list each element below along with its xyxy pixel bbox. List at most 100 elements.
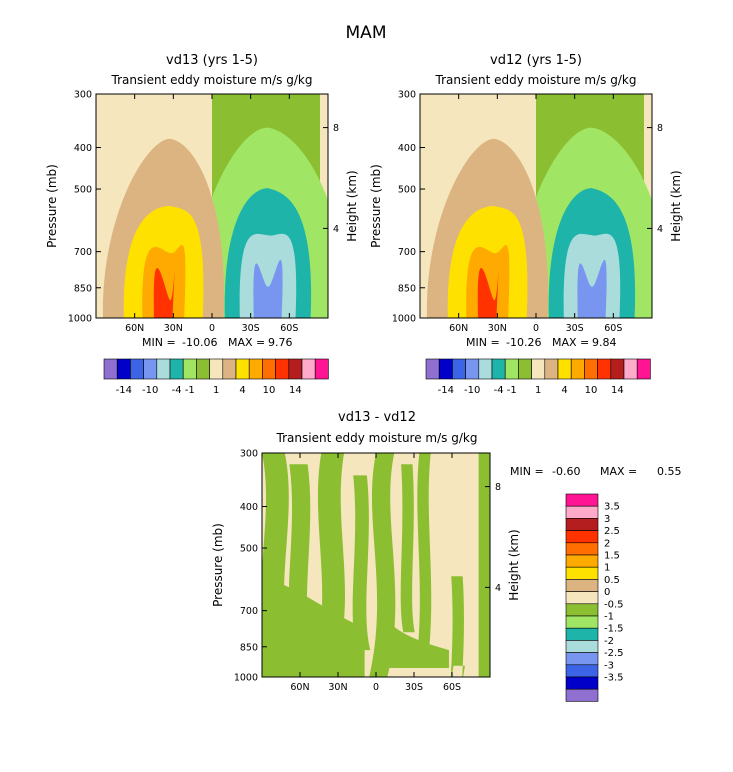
super-title: MAM — [346, 23, 387, 43]
colorbar-label: -10 — [142, 385, 158, 396]
colorbar-cell — [275, 358, 290, 380]
x-tick-label: 0 — [373, 682, 379, 693]
y-tick-label: 700 — [74, 247, 92, 258]
contour-band-pos-3 — [466, 245, 510, 318]
colorbar-cell — [565, 676, 599, 690]
y-axis-title-right: Height (km) — [507, 529, 521, 600]
colorbar-label: -3 — [604, 660, 614, 671]
colorbar-label: -1.5 — [604, 624, 624, 635]
negative-difference-streak — [369, 453, 396, 677]
colorbar-cell — [597, 358, 612, 380]
x-tick-label: 30N — [328, 682, 347, 693]
colorbar-cell — [565, 493, 599, 507]
contour-band-neg-4 — [253, 259, 283, 318]
y-tick-label: 850 — [240, 642, 258, 653]
colorbar-cell — [103, 358, 118, 380]
y-tick-label: 400 — [74, 143, 92, 154]
y-tick-label: 500 — [240, 544, 258, 555]
colorbar-cell — [504, 358, 519, 380]
min-value: -10.06 — [182, 336, 217, 349]
right-tick-label: 8 — [657, 123, 663, 134]
x-tick-label: 30N — [488, 323, 507, 334]
x-tick-label: 60S — [280, 323, 298, 334]
colorbar-cell — [565, 688, 599, 702]
colorbar-cell — [301, 358, 316, 380]
colorbar-cell — [288, 358, 303, 380]
colorbar-label: 4 — [239, 385, 245, 396]
colorbar-label: 0.5 — [604, 575, 620, 586]
colorbar-label: 1 — [213, 385, 219, 396]
y-tick-label: 700 — [240, 606, 258, 617]
min-value: -10.26 — [506, 336, 541, 349]
x-tick-label: 0 — [533, 323, 539, 334]
right-tick-label: 4 — [333, 224, 339, 235]
colorbar-label: -14 — [438, 385, 454, 396]
colorbar-label: -14 — [116, 385, 132, 396]
colorbar-label: 2 — [604, 538, 610, 549]
y-tick-label: 850 — [74, 283, 92, 294]
y-tick-label: 1000 — [392, 314, 416, 325]
max-label: MAX = — [552, 336, 589, 349]
chart-panel-0: vd13 (yrs 1-5) Transient eddy moisture m/… — [45, 53, 359, 396]
colorbar-cell — [565, 505, 599, 519]
colorbar-label: -1 — [507, 385, 517, 396]
x-tick-label: 60N — [290, 682, 309, 693]
min-label: MIN = — [510, 465, 544, 478]
plot-area — [262, 453, 490, 677]
colorbar-label: 1 — [535, 385, 541, 396]
y-tick-label: 500 — [398, 185, 416, 196]
colorbar-cell — [544, 358, 559, 380]
negative-difference-streak — [450, 576, 465, 677]
colorbar-cell — [130, 358, 144, 380]
y-tick-label: 1000 — [68, 314, 92, 325]
colorbar-cell — [531, 358, 546, 380]
y-axis-title: Pressure (mb) — [369, 164, 383, 248]
y-tick-label: 1000 — [234, 673, 258, 684]
colorbar-cell — [209, 358, 224, 380]
max-value: 9.76 — [268, 336, 293, 349]
contour-band-pos-4 — [477, 264, 499, 318]
colorbar-cell — [636, 358, 651, 380]
colorbar-cell — [565, 591, 599, 605]
colorbar-label: 3 — [604, 514, 610, 525]
y-tick-label: 850 — [398, 283, 416, 294]
y-axis-title-right: Height (km) — [345, 170, 359, 241]
colorbar-label: 10 — [585, 385, 598, 396]
colorbar-cell — [565, 554, 599, 568]
colorbar-cell — [465, 358, 480, 380]
negative-difference-band — [262, 576, 365, 677]
negative-difference-band — [387, 621, 449, 669]
panel-subtitle: Transient eddy moisture m/s g/kg — [435, 73, 637, 87]
contour-band-pos-3 — [142, 245, 186, 318]
colorbar-cell — [610, 358, 625, 380]
plot-area — [96, 94, 328, 318]
max-label: MAX = — [600, 465, 637, 478]
colorbar-cell — [565, 542, 599, 556]
panel-title: vd12 (yrs 1-5) — [490, 53, 582, 68]
colorbar-cell — [565, 566, 599, 580]
chart-panel-2: vd13 - vd12 Transient eddy moisture m/s g… — [211, 410, 682, 702]
colorbar-label: 2.5 — [604, 526, 620, 537]
colorbar-label: -10 — [464, 385, 480, 396]
colorbar-cell — [565, 518, 599, 531]
colorbar-cell — [116, 358, 131, 380]
x-tick-label: 60N — [125, 323, 144, 334]
contour-band-neg-4 — [577, 259, 607, 318]
x-tick-label: 30S — [405, 682, 423, 693]
colorbar-label: -2 — [604, 636, 614, 647]
colorbar-cell — [565, 640, 599, 653]
colorbar-label: -0.5 — [604, 599, 624, 610]
min-label: MIN = — [466, 336, 500, 349]
colorbar-cell — [425, 358, 440, 380]
negative-difference-streak — [415, 453, 432, 666]
colorbar-cell — [565, 652, 599, 666]
colorbar-cell — [565, 664, 599, 678]
colorbar-cell — [584, 358, 598, 380]
colorbar-label: 1.5 — [604, 551, 620, 562]
min-value: -0.60 — [552, 465, 580, 478]
x-tick-label: 60N — [449, 323, 468, 334]
panel-title: vd13 (yrs 1-5) — [166, 53, 258, 68]
colorbar-cell — [143, 358, 158, 380]
y-tick-label: 300 — [240, 449, 258, 460]
y-tick-label: 400 — [240, 502, 258, 513]
